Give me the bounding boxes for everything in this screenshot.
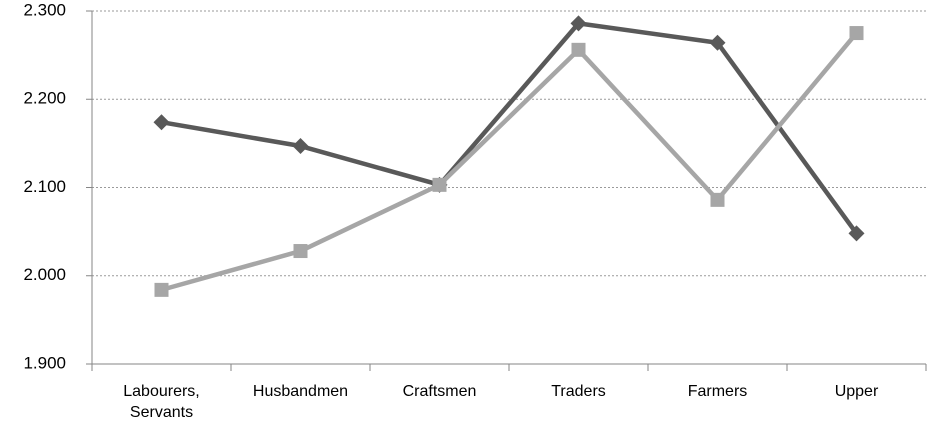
point-marker — [570, 15, 587, 32]
point-marker — [293, 244, 308, 259]
x-tick-label: Craftsmen — [402, 383, 477, 400]
point-marker — [432, 177, 447, 192]
series-line — [160, 31, 859, 293]
point-marker — [571, 42, 586, 57]
point-marker — [848, 225, 865, 242]
y-tick-label: 2.300 — [23, 0, 66, 19]
point-marker — [849, 26, 864, 41]
series-line — [161, 21, 859, 235]
point-marker — [709, 34, 726, 51]
y-tick-label: 2.200 — [23, 89, 66, 108]
point-marker — [154, 282, 169, 297]
x-tick-label: Traders — [551, 383, 606, 400]
x-tick-label: Farmers — [687, 383, 748, 400]
point-marker — [710, 192, 725, 207]
y-tick-label: 1.900 — [23, 353, 66, 372]
x-tick-label: Labourers, Servants — [123, 383, 200, 421]
x-tick-label: Husbandmen — [252, 383, 349, 400]
y-tick-label: 2.100 — [23, 177, 66, 196]
x-tick-label: Upper — [834, 383, 879, 400]
point-marker — [292, 138, 309, 155]
y-tick-label: 2.000 — [23, 265, 66, 284]
point-marker — [153, 114, 170, 131]
